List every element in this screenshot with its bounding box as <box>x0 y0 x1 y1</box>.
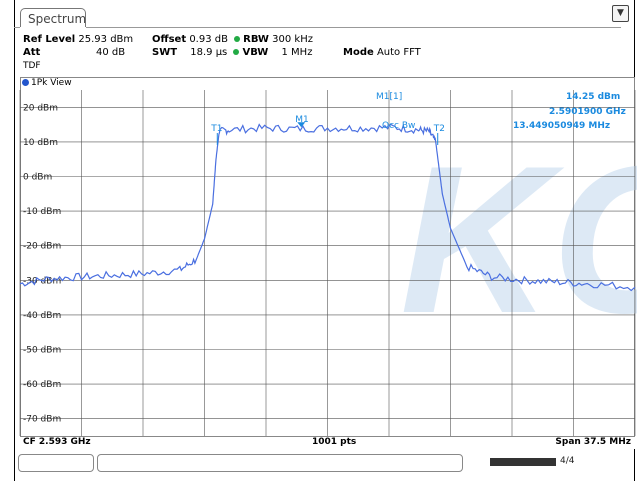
y-axis-label: -10 dBm <box>23 207 61 217</box>
indicator-dot <box>233 48 240 55</box>
offset-label: Offset <box>152 34 187 45</box>
occ-bw-label: Occ Bw <box>382 121 416 131</box>
m1-marker-label: M1 <box>295 115 309 125</box>
marker-group: T1 T2 M1 <box>210 115 445 145</box>
settings-icon[interactable]: ▼ <box>612 5 629 22</box>
y-axis-label: 10 dBm <box>23 138 58 148</box>
tdf-label: TDF <box>23 61 41 71</box>
offset-value: 0.93 dB <box>189 34 228 45</box>
rbw-value: 300 kHz <box>272 34 313 45</box>
t1-marker-label: T1 <box>210 124 222 134</box>
ref-level-row: Ref Level 25.93 dBm <box>23 34 133 45</box>
view-label-text: 1Pk View <box>31 78 72 88</box>
y-axis-label: -50 dBm <box>23 346 61 356</box>
window-frame <box>14 0 635 481</box>
swt-label: SWT <box>152 47 178 58</box>
watermark: KC <box>400 122 637 357</box>
swt-row: SWT 18.9 µs VBW 1 MHz <box>152 47 312 58</box>
span-label: Span 37.5 MHz <box>555 437 631 447</box>
status-text: 4/4 <box>560 456 575 466</box>
y-axis-label: -60 dBm <box>23 380 61 390</box>
status-tab-2[interactable] <box>97 454 463 472</box>
y-axis-label: -40 dBm <box>23 311 61 321</box>
offset-row: Offset 0.93 dB RBW 300 kHz <box>152 34 313 45</box>
trace-line <box>19 123 636 292</box>
pts-label: 1001 pts <box>312 437 357 447</box>
tab-divider <box>86 27 621 28</box>
status-tab-1[interactable] <box>18 454 94 472</box>
occ-bw-value: 13.449050949 MHz <box>513 121 611 131</box>
y-axis-label: -20 dBm <box>23 242 61 252</box>
progress-indicator <box>490 458 556 466</box>
marker-name: M1[1] <box>376 92 403 102</box>
tab-spectrum-label: Spectrum <box>28 12 87 26</box>
cf-label: CF 2.593 GHz <box>23 437 91 447</box>
marker-level: 14.25 dBm <box>566 92 621 102</box>
y-axis-label: 0 dBm <box>23 173 52 183</box>
ref-level-value: 25.93 dBm <box>78 34 134 45</box>
swt-value: 18.9 µs <box>190 47 228 58</box>
indicator-dot <box>234 35 241 42</box>
y-axis-label: 20 dBm <box>23 103 58 113</box>
ref-level-label: Ref Level <box>23 34 76 45</box>
att-row: Att <box>23 47 40 58</box>
y-axis-label: -30 dBm <box>23 276 61 286</box>
grid <box>19 90 636 436</box>
tab-spectrum[interactable]: Spectrum <box>20 8 86 27</box>
view-label: 1Pk View <box>22 78 72 88</box>
vbw-label: VBW <box>242 47 269 58</box>
vbw-value: 1 MHz <box>281 47 313 58</box>
m1-marker-triangle <box>297 122 306 128</box>
rbw-label: RBW <box>243 34 269 45</box>
trace-indicator <box>22 79 29 86</box>
mode-value: Auto FFT <box>376 47 421 58</box>
mode-label: Mode <box>343 47 374 58</box>
marker-freq: 2.5901900 GHz <box>549 107 626 117</box>
mode-row: Mode Auto FFT <box>343 47 421 58</box>
t2-marker-label: T2 <box>433 124 445 134</box>
footer-bar: CF 2.593 GHz 1001 pts Span 37.5 MHz <box>20 436 635 449</box>
tab-divider <box>14 27 20 28</box>
att-value: 40 dB <box>96 47 126 58</box>
y-axis-label: -70 dBm <box>23 415 61 425</box>
y-axis-labels: 20 dBm 10 dBm 0 dBm -10 dBm -20 dBm -30 dBm -4… <box>23 103 61 424</box>
att-label: Att <box>23 47 41 58</box>
